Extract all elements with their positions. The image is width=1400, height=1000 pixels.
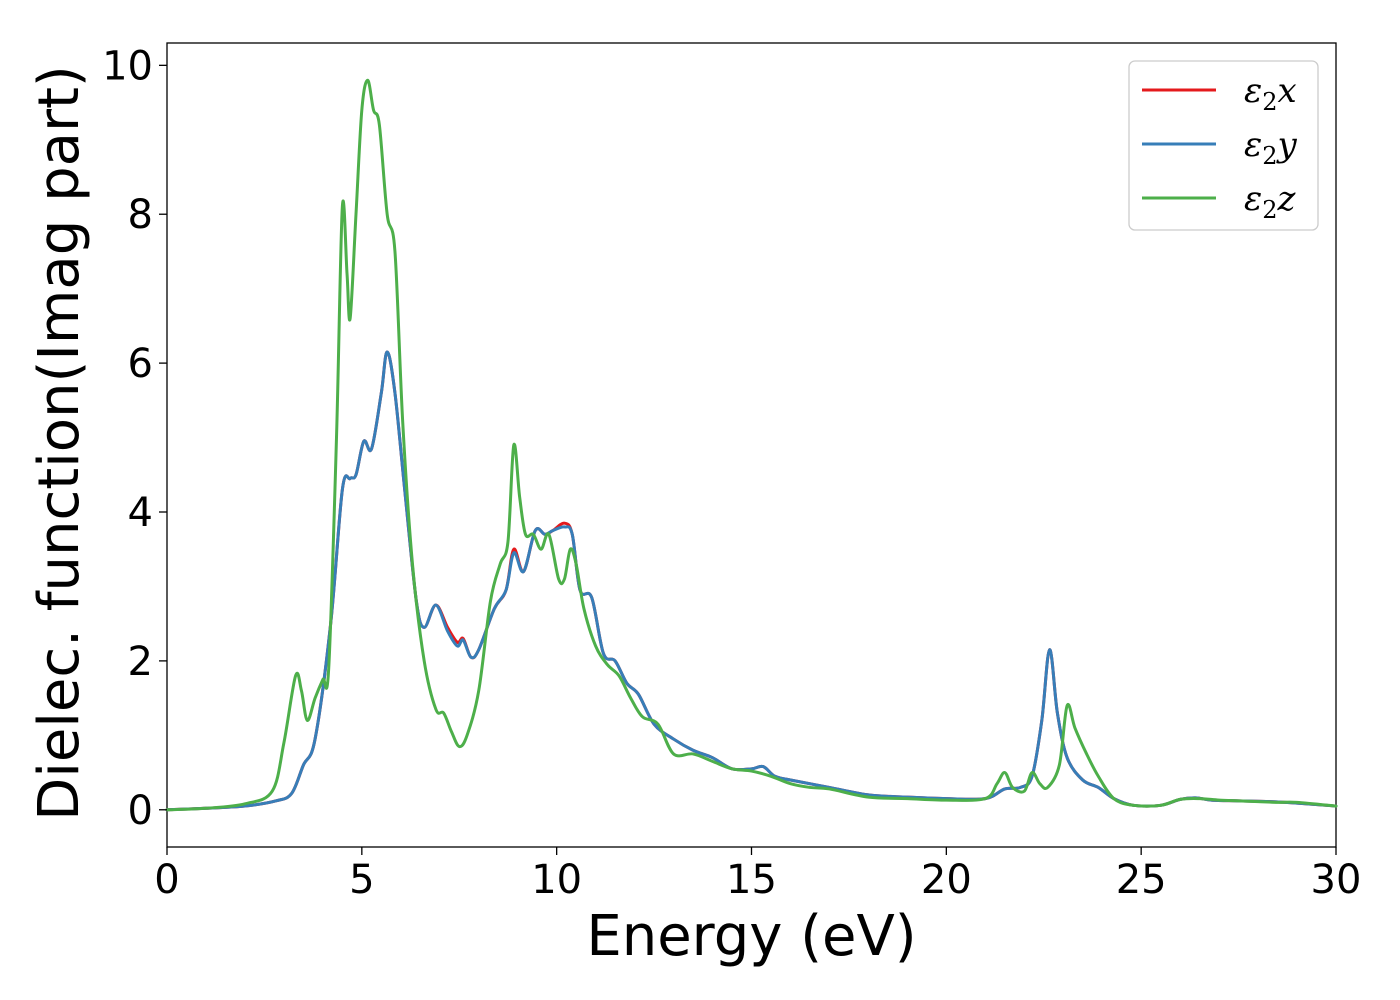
series-line-y bbox=[165, 350, 1338, 812]
y-tick-label: 10 bbox=[102, 43, 153, 89]
legend-label-x: ε2x bbox=[1244, 71, 1297, 116]
legend: ε2x ε2y ε2z bbox=[1128, 60, 1319, 231]
y-axis-ticks: 0 2 4 6 8 10 bbox=[102, 43, 167, 834]
y-axis-label: Dielec. function(Imag part) bbox=[27, 65, 92, 821]
y-tick-label: 6 bbox=[128, 341, 153, 387]
y-tick-label: 2 bbox=[128, 639, 153, 685]
legend-label-z: ε2z bbox=[1244, 179, 1297, 224]
series-lines bbox=[165, 78, 1338, 812]
y-tick-label: 0 bbox=[128, 788, 153, 834]
legend-box bbox=[1128, 60, 1319, 231]
y-tick-label: 8 bbox=[128, 192, 153, 238]
x-tick-label: 15 bbox=[726, 857, 777, 903]
series-line-z bbox=[165, 78, 1338, 812]
x-axis-label: Energy (eV) bbox=[586, 904, 916, 969]
legend-label-y: ε2y bbox=[1244, 125, 1298, 170]
x-tick-label: 30 bbox=[1311, 857, 1362, 903]
x-tick-label: 5 bbox=[349, 857, 374, 903]
x-tick-label: 25 bbox=[1116, 857, 1167, 903]
x-tick-label: 0 bbox=[154, 857, 179, 903]
x-tick-label: 10 bbox=[531, 857, 582, 903]
plot-area: 0 5 10 15 20 25 30 0 2 4 6 8 10 bbox=[102, 42, 1361, 903]
x-axis-ticks: 0 5 10 15 20 25 30 bbox=[154, 847, 1361, 903]
y-tick-label: 4 bbox=[128, 490, 153, 536]
x-tick-label: 20 bbox=[921, 857, 972, 903]
